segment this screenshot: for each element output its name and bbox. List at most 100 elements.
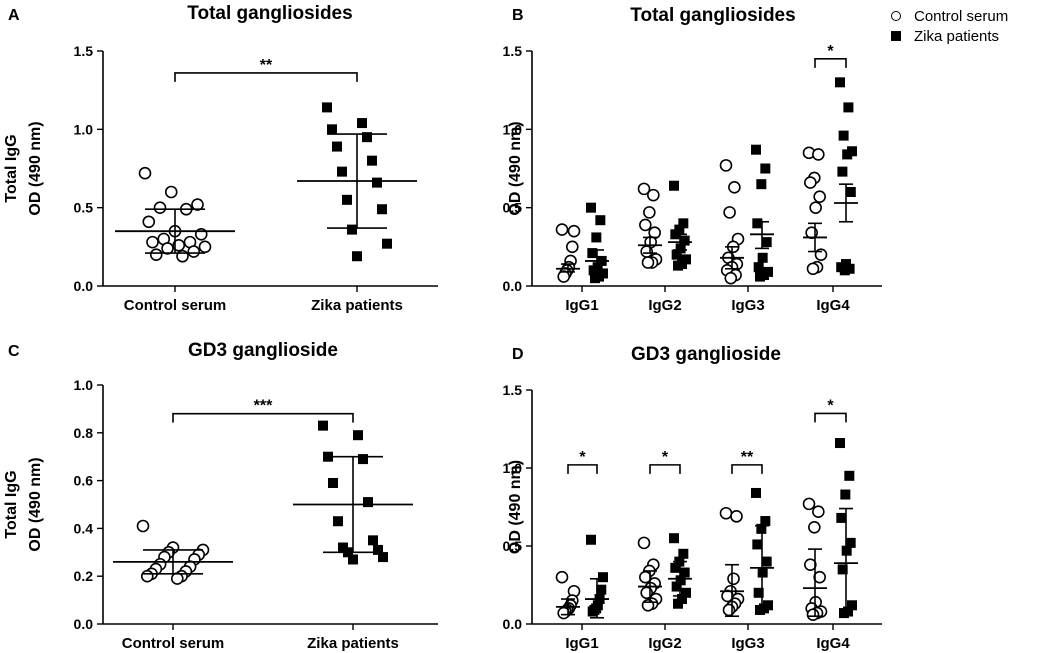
- x-tick-label: IgG2: [648, 297, 681, 314]
- panel-letter: D: [512, 346, 524, 363]
- data-point-circle: [191, 198, 204, 211]
- y-tick-label: 0.4: [74, 520, 94, 536]
- y-tick-label: 0.2: [74, 568, 94, 584]
- data-point-square: [760, 516, 771, 527]
- panel-title: GD3 ganglioside: [631, 344, 781, 365]
- y-tick-label: 1.5: [503, 382, 523, 398]
- data-point-square: [328, 477, 338, 488]
- data-point-circle: [719, 159, 733, 172]
- y-axis-label: OD (490 nm): [507, 121, 524, 215]
- panel-a: A Total gangliosides 0.0 0.5 1.0 1.5 Total IgG…: [3, 3, 438, 314]
- data-point-square: [678, 218, 689, 229]
- data-point-square: [598, 572, 608, 583]
- data-point-circle: [806, 262, 820, 276]
- data-point-square: [835, 77, 845, 88]
- data-point-circle: [637, 536, 651, 550]
- series-circle-group: [802, 146, 828, 276]
- data-point-circle: [804, 176, 817, 189]
- data-point-circle: [170, 572, 184, 585]
- x-tick-label: IgG4: [816, 635, 850, 652]
- data-point-square: [590, 273, 600, 284]
- series-circle-group: [555, 223, 581, 283]
- y-tick-label: 0.5: [503, 200, 523, 216]
- panel-letter: A: [8, 7, 20, 24]
- data-point-square: [842, 149, 853, 160]
- series-circle-group: [637, 536, 663, 612]
- data-point-square: [757, 252, 768, 263]
- data-point-square: [671, 581, 682, 592]
- data-point-square: [377, 204, 387, 215]
- legend-entry-zika: Zika patients: [888, 26, 999, 46]
- data-point-circle: [809, 201, 822, 214]
- data-point-square: [671, 249, 682, 260]
- panel-letter: B: [512, 7, 524, 24]
- data-point-square: [669, 180, 679, 191]
- series-circle-group: [555, 570, 581, 620]
- series-square-group: [668, 180, 692, 271]
- data-point-circle: [555, 223, 569, 236]
- data-point-square: [318, 420, 328, 431]
- data-point-square: [368, 535, 378, 546]
- data-point-square: [755, 604, 765, 615]
- x-tick-label: Control serum: [124, 297, 227, 314]
- open-circle-marker-icon: [891, 11, 901, 21]
- y-tick-label: 0.8: [74, 425, 94, 441]
- series-square-group: [668, 533, 692, 609]
- data-point-circle: [639, 218, 652, 232]
- y-axis-label: OD (490 nm): [27, 457, 44, 551]
- series-square-group: [750, 144, 774, 282]
- data-point-square: [353, 430, 363, 441]
- y-axis-label: OD (490 nm): [27, 121, 44, 215]
- data-point-square: [595, 215, 606, 226]
- data-point-square: [839, 608, 849, 619]
- panel-d: D GD3 ganglioside 0.0 0.5 1.0 1.5 OD (490 nm) I…: [503, 344, 882, 652]
- data-point-circle: [812, 148, 825, 161]
- bracket-line: [731, 464, 763, 474]
- data-point-square: [752, 539, 763, 550]
- data-point-square: [756, 179, 767, 190]
- data-point-square: [845, 537, 856, 548]
- data-point-circle: [187, 245, 201, 258]
- data-point-square: [838, 130, 849, 141]
- data-point-circle: [643, 206, 656, 219]
- significance-bracket: *: [814, 43, 847, 68]
- data-point-square: [670, 562, 681, 573]
- data-point-square: [357, 118, 367, 129]
- data-point-circle: [719, 506, 733, 520]
- data-point-circle: [637, 182, 651, 196]
- data-point-square: [372, 177, 382, 188]
- data-point-square: [322, 102, 332, 113]
- x-tick-label: IgG3: [731, 635, 764, 652]
- significance-bracket: **: [174, 57, 358, 82]
- panel-c: C GD3 ganglioside 0.0 0.2 0.4 0.6 0.8 1.0 Total …: [3, 340, 438, 652]
- data-point-square: [835, 438, 845, 449]
- data-point-circle: [804, 558, 817, 572]
- x-tick-label: IgG4: [816, 297, 850, 314]
- significance-label: **: [741, 449, 754, 466]
- data-point-square: [761, 237, 772, 248]
- filled-square-marker-icon: [891, 31, 901, 41]
- y-axis-label: OD (490 nm): [507, 460, 524, 554]
- data-point-square: [669, 533, 679, 544]
- data-point-circle: [198, 240, 212, 254]
- data-point-circle: [161, 242, 174, 255]
- data-point-square: [844, 470, 855, 481]
- bracket-line: [174, 72, 358, 82]
- data-point-circle: [146, 235, 159, 249]
- y-tick-label: 0.6: [74, 473, 94, 489]
- y-tick-label: 1.0: [74, 121, 94, 137]
- data-point-circle: [730, 510, 743, 523]
- x-tick-label: Zika patients: [311, 297, 403, 314]
- data-point-square: [751, 144, 761, 155]
- data-point-square: [843, 102, 854, 113]
- data-point-circle: [813, 570, 826, 584]
- y-tick-label: 1.5: [503, 43, 523, 59]
- data-point-square: [347, 224, 357, 235]
- data-point-circle: [172, 238, 186, 252]
- bracket-line: [567, 464, 598, 474]
- data-point-square: [837, 166, 848, 177]
- significance-label: **: [260, 57, 273, 74]
- data-point-square: [845, 187, 856, 197]
- bracket-line: [814, 412, 847, 423]
- series-square-group: [750, 487, 774, 615]
